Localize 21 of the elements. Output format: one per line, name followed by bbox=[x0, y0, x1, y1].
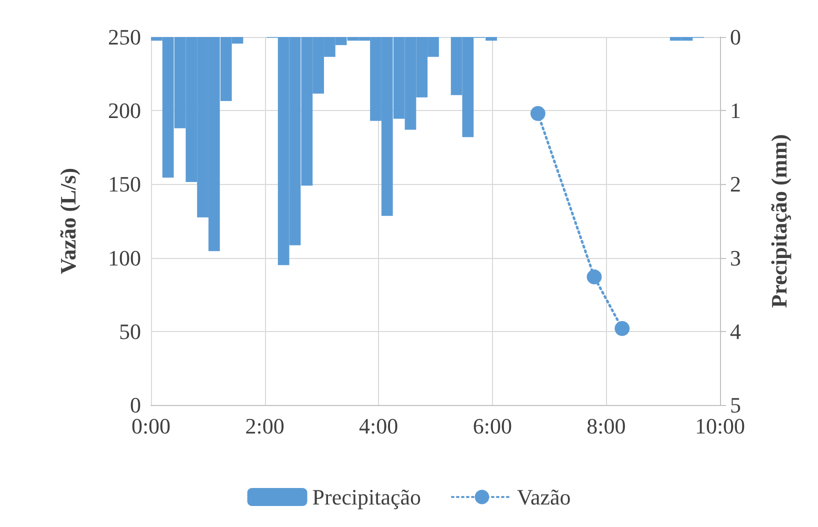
y-tick-label: 100 bbox=[108, 245, 141, 270]
legend-label: Vazão bbox=[516, 484, 571, 510]
y2-tick-label: 4 bbox=[730, 318, 741, 344]
legend-label: Precipitação bbox=[312, 484, 421, 510]
y2-axis-title: Precipitação (mm) bbox=[766, 134, 792, 308]
y-tick-label: 50 bbox=[119, 318, 141, 344]
y-tick-label: 250 bbox=[108, 24, 141, 50]
x-tick-label: 2:00 bbox=[245, 414, 284, 438]
x-tick-label: 8:00 bbox=[586, 414, 626, 438]
y2-tick-label: 1 bbox=[730, 98, 741, 124]
y-tick-label: 150 bbox=[108, 172, 141, 197]
y-axis-title: Vazão (L/s) bbox=[56, 168, 80, 274]
point bbox=[614, 320, 630, 336]
y2-tick-label: 3 bbox=[730, 245, 741, 270]
point bbox=[530, 106, 546, 122]
point bbox=[586, 269, 602, 284]
y-tick-label: 200 bbox=[108, 98, 141, 124]
x-tick-label: 4:00 bbox=[359, 414, 398, 438]
y2-tick-label: 0 bbox=[730, 24, 741, 50]
y2-tick-label: 2 bbox=[730, 172, 741, 197]
x-tick-label: 6:00 bbox=[472, 414, 512, 438]
